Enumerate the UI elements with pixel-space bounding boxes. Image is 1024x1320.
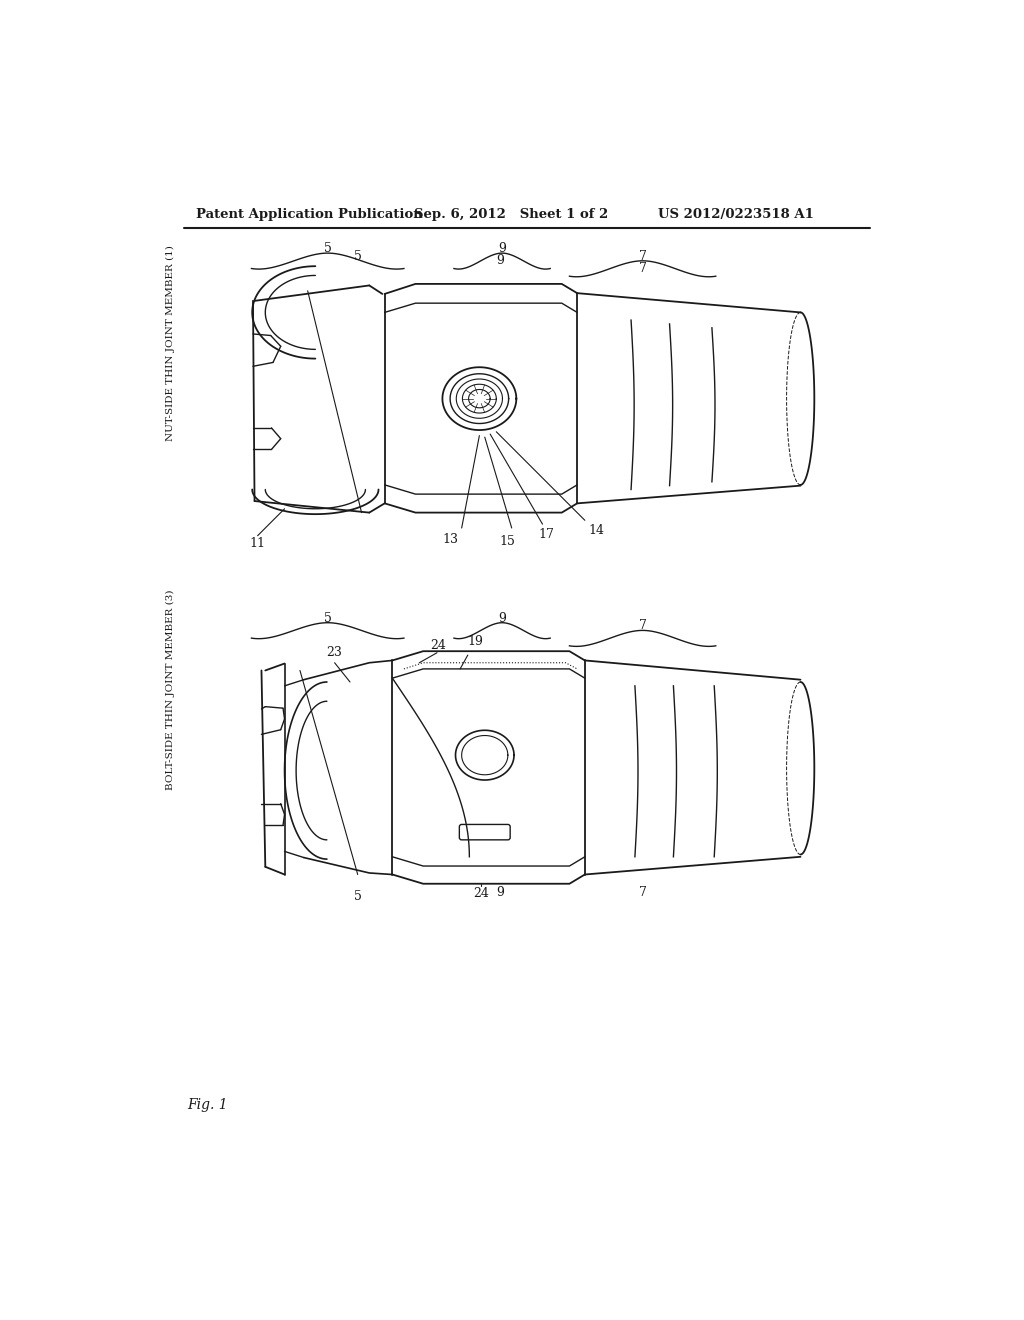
Text: 9: 9: [498, 242, 506, 255]
Text: 19: 19: [468, 635, 483, 648]
Text: 7: 7: [639, 261, 646, 275]
Text: Fig. 1: Fig. 1: [186, 1098, 227, 1113]
Text: 9: 9: [498, 611, 506, 624]
Text: 14: 14: [589, 524, 604, 537]
Text: 24: 24: [473, 887, 488, 900]
Text: 9: 9: [497, 886, 504, 899]
Text: 5: 5: [353, 251, 361, 264]
Text: BOLT-SIDE THIN JOINT MEMBER (3): BOLT-SIDE THIN JOINT MEMBER (3): [166, 590, 175, 789]
Text: 5: 5: [353, 890, 361, 903]
Text: 13: 13: [442, 533, 458, 546]
Text: 17: 17: [539, 528, 554, 541]
Text: 7: 7: [639, 886, 646, 899]
Text: 23: 23: [327, 647, 343, 659]
Text: NUT-SIDE THIN JOINT MEMBER (1): NUT-SIDE THIN JOINT MEMBER (1): [166, 246, 175, 441]
Text: 15: 15: [500, 536, 516, 548]
Text: 5: 5: [324, 611, 332, 624]
Text: Patent Application Publication: Patent Application Publication: [196, 209, 423, 222]
Text: Sep. 6, 2012   Sheet 1 of 2: Sep. 6, 2012 Sheet 1 of 2: [414, 209, 608, 222]
Text: 9: 9: [497, 255, 504, 268]
Text: 7: 7: [639, 249, 646, 263]
Text: US 2012/0223518 A1: US 2012/0223518 A1: [658, 209, 814, 222]
Text: 5: 5: [324, 242, 332, 255]
Text: 24: 24: [431, 639, 446, 652]
Text: 7: 7: [639, 619, 646, 632]
Text: 11: 11: [250, 537, 265, 550]
